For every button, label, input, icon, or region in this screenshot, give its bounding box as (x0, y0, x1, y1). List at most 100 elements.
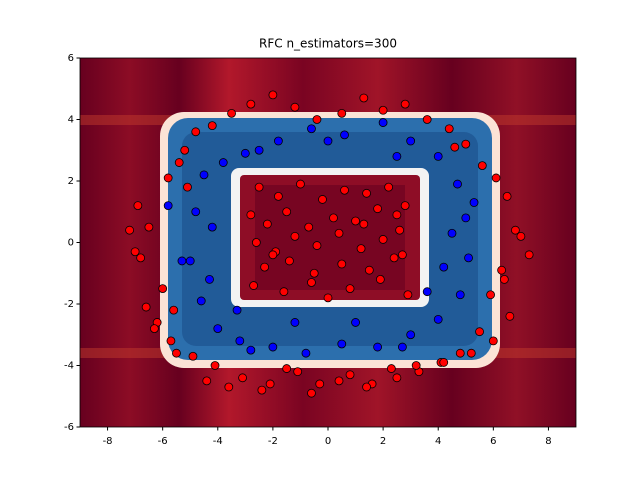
point (455, 348, 465, 358)
point (177, 256, 187, 266)
x-tick-label: -4 (213, 436, 223, 447)
point (307, 278, 316, 287)
y-tick-label: 0 (68, 238, 74, 249)
point (265, 379, 275, 389)
point (406, 136, 416, 146)
point (273, 191, 283, 201)
point (450, 142, 460, 152)
point (502, 191, 512, 201)
point (246, 99, 256, 109)
point (235, 336, 245, 346)
point (422, 287, 432, 297)
point (477, 161, 487, 171)
point (337, 108, 347, 118)
point (334, 376, 344, 386)
point (144, 222, 154, 232)
point (141, 302, 151, 312)
point (351, 216, 360, 226)
point (455, 290, 465, 300)
point (207, 121, 217, 131)
point (340, 130, 349, 140)
point (351, 318, 360, 327)
point (447, 228, 457, 238)
point (318, 195, 327, 204)
point (516, 231, 526, 241)
point (282, 207, 292, 217)
point (373, 204, 383, 214)
point (389, 253, 399, 263)
point (340, 185, 349, 195)
point (254, 182, 264, 192)
point (433, 314, 443, 324)
point (453, 179, 462, 189)
point (345, 284, 355, 294)
point (232, 305, 242, 315)
point (133, 201, 143, 211)
point (356, 244, 366, 254)
point (136, 253, 146, 263)
point (475, 327, 484, 337)
point (202, 376, 212, 386)
point (362, 382, 371, 392)
point (249, 281, 259, 290)
point (218, 158, 228, 167)
point (191, 207, 201, 217)
point (323, 136, 333, 146)
y-tick-label: -6 (64, 422, 74, 433)
point (290, 231, 300, 241)
point (163, 201, 173, 211)
point (461, 139, 471, 149)
point (373, 342, 383, 352)
point (207, 222, 217, 232)
point (505, 311, 515, 321)
point (397, 342, 407, 352)
point (461, 213, 471, 223)
point (273, 136, 283, 146)
point (378, 105, 388, 115)
point (260, 262, 270, 272)
point (309, 268, 319, 278)
point (499, 274, 509, 284)
point (285, 256, 294, 266)
x-tick-label: 4 (435, 436, 441, 447)
point (296, 179, 305, 189)
point (188, 351, 198, 361)
point (293, 367, 303, 377)
point (384, 182, 394, 192)
y-tick-label: 4 (68, 115, 74, 126)
chart-title: RFC n_estimators=300 (259, 37, 397, 51)
point (439, 262, 449, 272)
point (524, 250, 534, 260)
point (400, 201, 410, 211)
point (199, 170, 209, 180)
point (166, 336, 176, 346)
point (375, 274, 385, 284)
point (315, 379, 325, 389)
point (329, 213, 338, 223)
point (378, 118, 388, 127)
x-tick-label: 8 (545, 436, 551, 447)
point (364, 265, 374, 275)
point (491, 173, 501, 183)
point (307, 124, 316, 134)
point (169, 305, 179, 315)
point (301, 348, 311, 358)
point (469, 198, 479, 207)
decision-surface (80, 58, 576, 427)
point (400, 99, 410, 109)
y-tick-label: -4 (64, 361, 74, 372)
y-tick-label: 2 (68, 176, 74, 187)
point (290, 318, 300, 327)
point (172, 348, 181, 358)
point (466, 348, 476, 358)
point (213, 324, 223, 334)
point (279, 287, 289, 297)
point (158, 284, 168, 294)
point (337, 339, 347, 349)
point (268, 250, 278, 260)
point (304, 222, 314, 232)
point (392, 373, 402, 383)
point (403, 290, 413, 300)
point (125, 225, 135, 235)
